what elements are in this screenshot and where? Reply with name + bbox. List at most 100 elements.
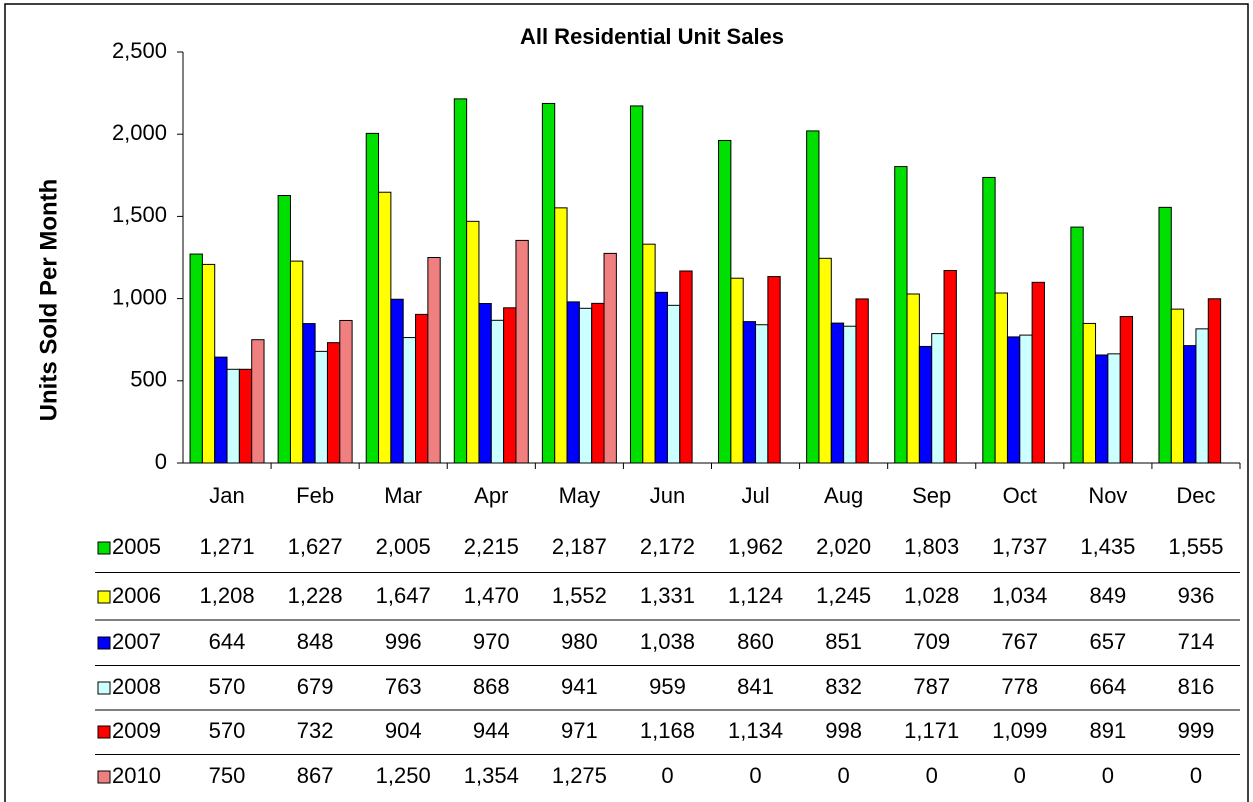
bar xyxy=(894,166,908,464)
bar xyxy=(365,132,380,464)
bar xyxy=(1107,353,1121,464)
bar xyxy=(718,139,732,464)
bar xyxy=(1019,334,1033,464)
legend-key xyxy=(97,770,111,784)
bar xyxy=(931,333,945,464)
table-cell: 709 xyxy=(913,629,950,654)
bar xyxy=(1207,298,1222,464)
y-tick-label: 2,000 xyxy=(112,120,167,145)
x-tick-label: Jun xyxy=(650,483,685,508)
bar xyxy=(1183,345,1197,464)
legend-key xyxy=(97,681,111,695)
bar xyxy=(654,291,668,464)
y-tick-label: 500 xyxy=(130,367,167,392)
table-cell: 1,627 xyxy=(288,534,343,559)
table-cell: 1,124 xyxy=(728,583,783,608)
bar xyxy=(453,98,468,464)
y-tick-label: 2,500 xyxy=(112,38,167,63)
table-cell: 1,134 xyxy=(728,718,783,743)
table-cell: 657 xyxy=(1090,629,1127,654)
bar xyxy=(289,260,304,464)
table-cell: 0 xyxy=(661,763,673,788)
table-cell: 1,038 xyxy=(640,629,695,654)
bar xyxy=(730,277,744,464)
legend-label: 2010 xyxy=(112,763,161,788)
bar xyxy=(1095,354,1109,464)
bar xyxy=(906,293,920,464)
bar xyxy=(277,195,291,464)
legend-label: 2005 xyxy=(112,534,161,559)
table-cell: 891 xyxy=(1090,718,1127,743)
bar xyxy=(629,105,644,464)
table-cell: 971 xyxy=(561,718,598,743)
legend-label: 2009 xyxy=(112,718,161,743)
table-cell: 999 xyxy=(1178,718,1215,743)
table-cell: 714 xyxy=(1178,629,1215,654)
bar xyxy=(427,257,441,464)
x-tick-label: Jan xyxy=(209,483,244,508)
bar xyxy=(1070,226,1084,464)
table-cell: 996 xyxy=(385,629,422,654)
bar xyxy=(490,319,505,464)
chart-title: All Residential Unit Sales xyxy=(520,24,784,49)
table-cell: 848 xyxy=(297,629,334,654)
y-tick-label: 1,000 xyxy=(112,284,167,309)
bar xyxy=(679,270,693,464)
bar xyxy=(982,176,996,464)
table-cell: 1,228 xyxy=(288,583,343,608)
table-cell: 2,172 xyxy=(640,534,695,559)
table-cell: 787 xyxy=(913,674,950,699)
bar xyxy=(214,356,228,464)
table-cell: 2,020 xyxy=(816,534,871,559)
bar xyxy=(201,263,216,464)
bar xyxy=(326,342,341,464)
bar xyxy=(1031,281,1045,464)
x-tick-label: Aug xyxy=(824,483,863,508)
table-cell: 1,271 xyxy=(200,534,255,559)
table-cell: 2,005 xyxy=(376,534,431,559)
x-tick-label: Jul xyxy=(741,483,769,508)
legend-key xyxy=(97,636,111,650)
table-cell: 2,187 xyxy=(552,534,607,559)
table-cell: 1,470 xyxy=(464,583,519,608)
bar xyxy=(226,368,240,464)
table-cell: 767 xyxy=(1001,629,1038,654)
x-tick-label: Nov xyxy=(1088,483,1127,508)
bar xyxy=(415,313,429,464)
table-cell: 0 xyxy=(838,763,850,788)
table-cell: 998 xyxy=(825,718,862,743)
bar xyxy=(767,276,781,464)
table-cell: 970 xyxy=(473,629,510,654)
bar xyxy=(603,252,617,464)
bar xyxy=(1082,322,1097,464)
bar xyxy=(1006,336,1021,464)
x-tick-label: Apr xyxy=(474,483,508,508)
bar xyxy=(478,303,492,464)
legend-label: 2008 xyxy=(112,674,161,699)
table-cell: 0 xyxy=(1014,763,1026,788)
table-cell: 1,099 xyxy=(992,718,1047,743)
legend-key xyxy=(97,590,111,604)
table-cell: 936 xyxy=(1178,583,1215,608)
x-tick-label: Mar xyxy=(384,483,422,508)
bar xyxy=(390,298,404,464)
x-tick-label: Dec xyxy=(1176,483,1215,508)
bar xyxy=(994,292,1008,464)
table-cell: 1,435 xyxy=(1080,534,1135,559)
table-cell: 0 xyxy=(1102,763,1114,788)
bar xyxy=(466,220,480,464)
table-cell: 1,034 xyxy=(992,583,1047,608)
legend-label: 2006 xyxy=(112,583,161,608)
table-cell: 1,208 xyxy=(200,583,255,608)
bar xyxy=(742,321,757,464)
table-cell: 1,555 xyxy=(1168,534,1223,559)
bar xyxy=(314,350,328,464)
table-cell: 2,215 xyxy=(464,534,519,559)
table-cell: 732 xyxy=(297,718,334,743)
bar xyxy=(1158,206,1172,464)
table-cell: 1,803 xyxy=(904,534,959,559)
bar xyxy=(918,345,933,464)
bar xyxy=(515,239,529,464)
table-cell: 944 xyxy=(473,718,510,743)
table-cell: 679 xyxy=(297,674,334,699)
